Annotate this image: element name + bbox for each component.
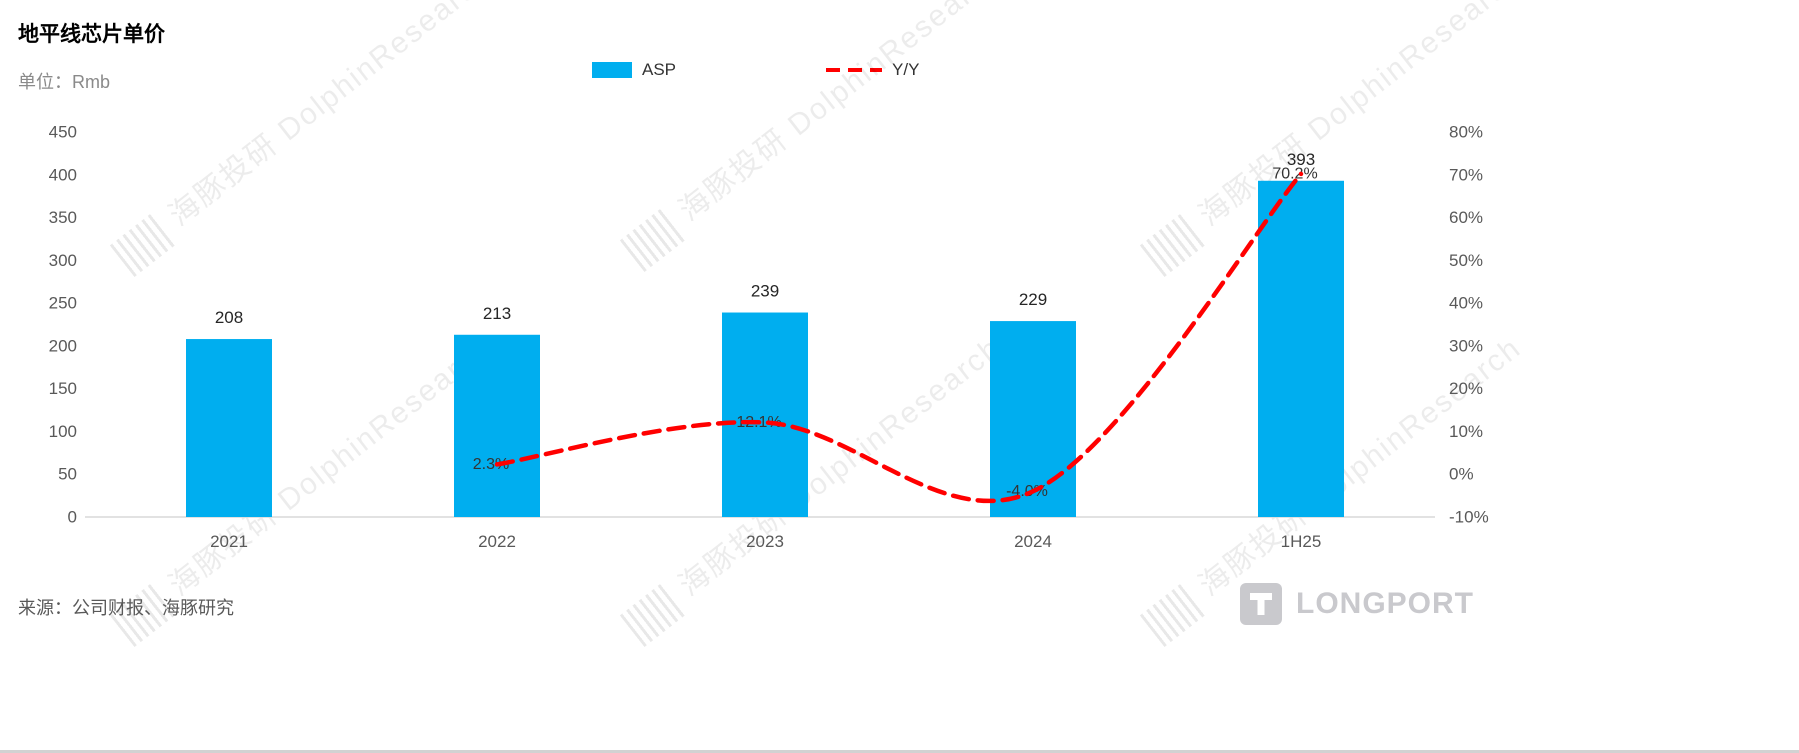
category-label: 1H25 bbox=[1281, 532, 1322, 551]
yy-dashed-line-swatch-icon bbox=[826, 68, 883, 72]
category-label: 2021 bbox=[210, 532, 248, 551]
legend-label-yy: Y/Y bbox=[892, 60, 920, 79]
right-axis-tick: 80% bbox=[1449, 123, 1483, 142]
right-axis-tick: 40% bbox=[1449, 294, 1483, 313]
longport-logo: LONGPORT bbox=[1240, 583, 1474, 625]
left-axis-tick: 50 bbox=[58, 465, 77, 484]
left-axis-tick: 100 bbox=[49, 422, 77, 441]
asp-bar bbox=[990, 321, 1076, 517]
bar-value-label: 213 bbox=[483, 304, 511, 323]
left-axis-tick: 200 bbox=[49, 336, 77, 355]
bar-value-label: 208 bbox=[215, 308, 243, 327]
unit-label: 单位：Rmb bbox=[18, 72, 111, 92]
left-axis-tick: 350 bbox=[49, 208, 77, 227]
window-bottom-edge bbox=[0, 750, 1799, 753]
category-label: 2022 bbox=[478, 532, 516, 551]
bar-value-label: 393 bbox=[1287, 150, 1315, 169]
category-label: 2024 bbox=[1014, 532, 1052, 551]
left-axis-tick: 400 bbox=[49, 165, 77, 184]
left-axis-tick: 150 bbox=[49, 379, 77, 398]
right-axis-tick: 10% bbox=[1449, 422, 1483, 441]
asp-bar bbox=[454, 334, 540, 517]
right-axis-tick: 30% bbox=[1449, 336, 1483, 355]
asp-bar bbox=[722, 312, 808, 517]
longport-logo-icon bbox=[1240, 583, 1282, 625]
yy-line bbox=[494, 171, 1304, 504]
left-axis-tick: 450 bbox=[49, 123, 77, 142]
page-title: 地平线芯片单价 bbox=[18, 23, 165, 46]
left-axis-tick: 0 bbox=[68, 508, 77, 527]
bar-value-label: 239 bbox=[751, 282, 779, 301]
right-axis-tick: 0% bbox=[1449, 465, 1474, 484]
right-axis-tick: 60% bbox=[1449, 208, 1483, 227]
chart-legend: ASP Y/Y bbox=[592, 60, 919, 80]
right-axis-tick: 70% bbox=[1449, 165, 1483, 184]
asp-bar bbox=[186, 339, 272, 517]
left-axis-tick: 300 bbox=[49, 251, 77, 270]
category-label: 2023 bbox=[746, 532, 784, 551]
yy-point-label: 2.3% bbox=[473, 456, 509, 473]
right-axis-tick: -10% bbox=[1449, 508, 1489, 527]
legend-item-yy: Y/Y bbox=[826, 60, 919, 80]
right-axis-tick: 50% bbox=[1449, 251, 1483, 270]
longport-logo-text: LONGPORT bbox=[1296, 587, 1474, 620]
legend-item-asp: ASP bbox=[592, 60, 676, 80]
source-note: 来源：公司财报、海豚研究 bbox=[18, 598, 234, 618]
right-axis-tick: 20% bbox=[1449, 379, 1483, 398]
legend-label-asp: ASP bbox=[642, 60, 677, 79]
asp-bar bbox=[1258, 180, 1344, 517]
asp-bar-swatch-icon bbox=[592, 62, 632, 78]
yy-point-label: 70.2% bbox=[1272, 165, 1317, 182]
bar-value-label: 229 bbox=[1019, 290, 1047, 309]
left-axis-tick: 250 bbox=[49, 294, 77, 313]
